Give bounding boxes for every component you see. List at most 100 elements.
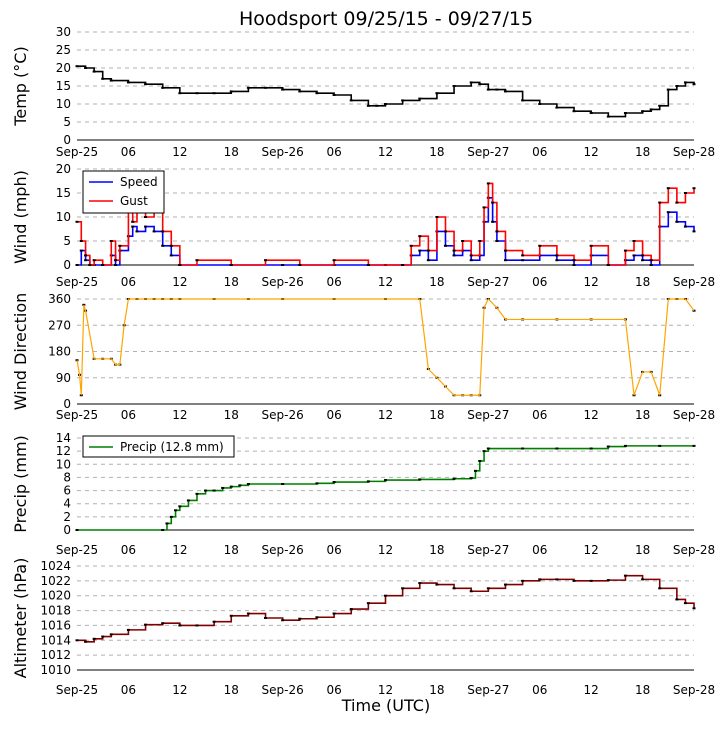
data-point (131, 220, 135, 223)
x-tick-label: Sep-25 (56, 408, 98, 422)
y-axis-label: Wind (mph) (11, 170, 30, 264)
x-tick-label: 06 (532, 408, 547, 422)
data-point (375, 104, 379, 107)
data-point (478, 240, 482, 242)
data-point (144, 623, 148, 626)
data-point (281, 88, 285, 91)
data-point (606, 445, 610, 448)
y-axis-label: Altimeter (hPa) (11, 558, 30, 679)
y-tick-label: 5 (63, 115, 71, 129)
data-point (589, 244, 593, 247)
x-tick-label: 18 (224, 543, 239, 557)
data-point (555, 447, 559, 450)
data-point (418, 97, 422, 100)
data-point (161, 529, 165, 531)
data-point (589, 579, 593, 582)
data-point (384, 479, 387, 482)
data-point (332, 481, 336, 484)
data-point (572, 259, 576, 262)
data-point (469, 254, 473, 257)
x-tick-label: 12 (584, 683, 599, 697)
x-tick-label: 06 (121, 145, 136, 159)
x-tick-label: 18 (429, 408, 444, 422)
x-tick-label: 06 (121, 408, 136, 422)
data-point (109, 79, 113, 82)
data-point (683, 602, 687, 605)
data-point (692, 607, 696, 610)
data-point (692, 230, 696, 233)
data-point (366, 480, 370, 483)
y-tick-label: 270 (48, 318, 71, 332)
x-tick-label: 18 (635, 145, 650, 159)
data-point (452, 477, 456, 480)
data-point (503, 259, 507, 262)
data-point (366, 602, 370, 605)
x-tick-label: 06 (532, 145, 547, 159)
x-tick-label: 12 (378, 543, 393, 557)
y-tick-label: 0 (63, 397, 71, 411)
legend-box (82, 435, 235, 458)
data-point (75, 65, 79, 68)
x-tick-label: Sep-26 (262, 543, 304, 557)
y-tick-label: 0 (63, 133, 71, 147)
x-tick-label: Sep-27 (467, 275, 509, 289)
x-tick-label: Sep-27 (467, 145, 509, 159)
x-tick-label: 12 (378, 683, 393, 697)
data-point (473, 469, 477, 472)
data-point (144, 216, 148, 218)
data-point (349, 608, 353, 611)
data-point (469, 81, 473, 84)
y-tick-label: 2 (63, 510, 71, 524)
data-point (555, 578, 559, 581)
x-tick-label: Sep-28 (673, 408, 715, 422)
y-tick-label: 1010 (40, 663, 71, 677)
data-point (486, 447, 490, 450)
y-tick-label: 10 (56, 210, 71, 224)
x-tick-label: Sep-28 (673, 543, 715, 557)
x-tick-label: 12 (584, 145, 599, 159)
x-tick-label: 12 (378, 408, 393, 422)
legend-label: Gust (120, 194, 148, 208)
data-point (418, 478, 422, 481)
data-point (623, 249, 627, 252)
y-tick-label: 0 (63, 523, 71, 537)
data-point (84, 254, 88, 257)
data-point (426, 249, 430, 252)
x-tick-label: 18 (224, 683, 239, 697)
data-point (606, 264, 610, 266)
data-point (623, 444, 627, 447)
data-point (482, 450, 486, 453)
data-point (538, 578, 542, 581)
data-point (384, 594, 387, 597)
x-tick-label: Sep-25 (56, 145, 98, 159)
data-point (126, 628, 130, 631)
data-point (88, 264, 92, 266)
data-point (495, 230, 499, 233)
legend-box (82, 170, 165, 214)
y-tick-label: 90 (56, 371, 71, 385)
y-tick-label: 1014 (40, 633, 71, 647)
data-point (495, 240, 499, 242)
data-point (178, 505, 182, 508)
data-point (683, 192, 687, 194)
x-tick-label: Sep-28 (673, 275, 715, 289)
data-point (186, 499, 190, 502)
data-point (692, 187, 696, 190)
x-tick-label: 18 (429, 145, 444, 159)
data-point (623, 574, 627, 577)
x-tick-label: 06 (326, 543, 341, 557)
data-point (572, 110, 576, 113)
y-tick-label: 20 (56, 61, 71, 75)
data-point (435, 216, 439, 218)
x-tick-label: 12 (378, 145, 393, 159)
data-point (632, 254, 636, 257)
data-point (658, 444, 662, 447)
data-point (131, 225, 135, 228)
data-point (84, 640, 88, 643)
x-tick-label: 18 (635, 275, 650, 289)
data-point (521, 579, 525, 582)
y-tick-label: 12 (56, 444, 71, 458)
data-point (332, 612, 336, 615)
x-tick-label: 12 (172, 683, 187, 697)
data-point (195, 92, 199, 95)
